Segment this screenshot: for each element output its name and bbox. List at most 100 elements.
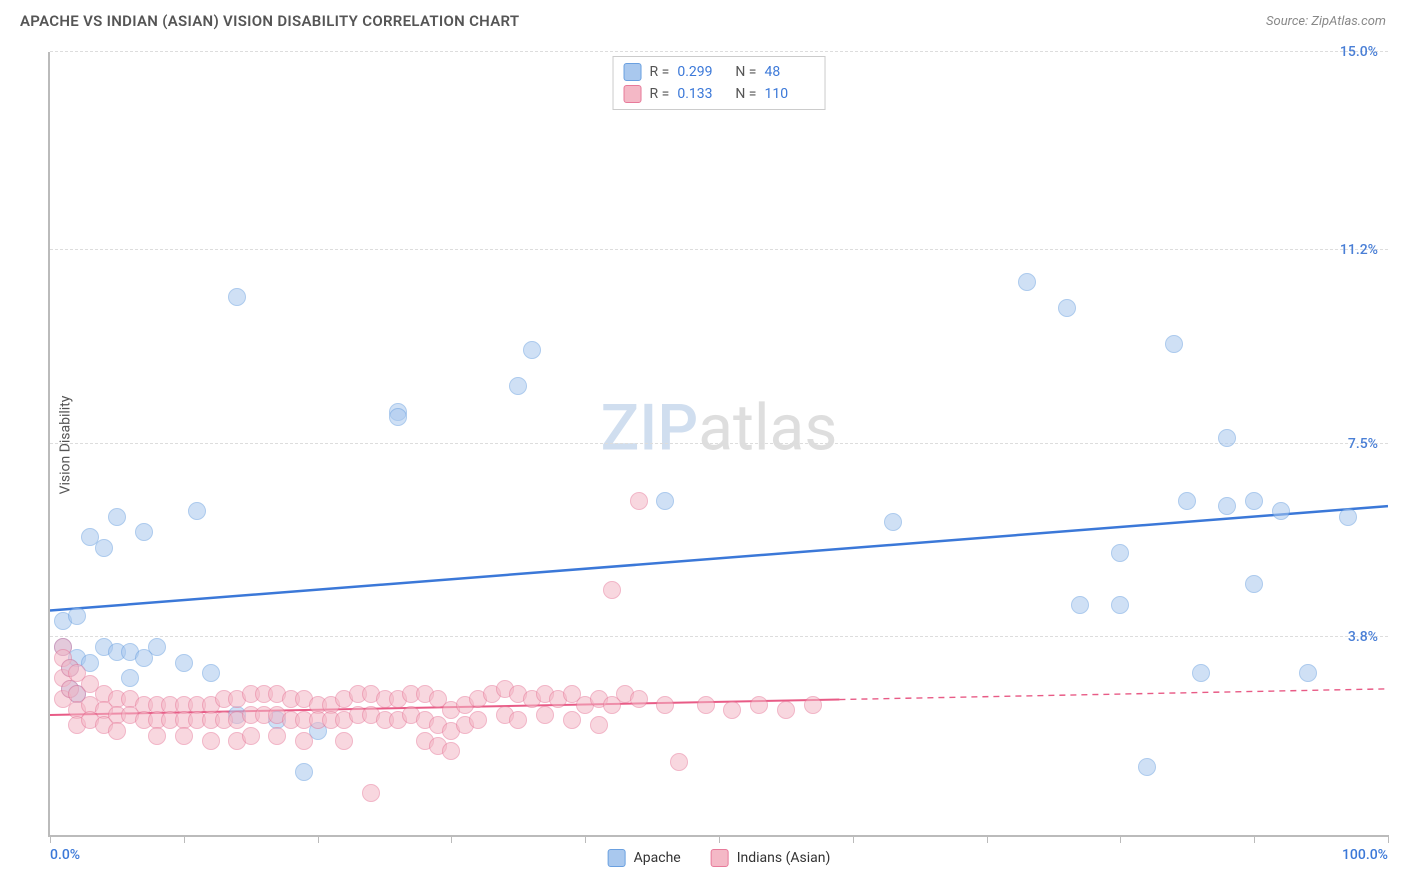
- r-label: R =: [650, 64, 670, 80]
- scatter-point: [1071, 596, 1089, 614]
- scatter-point: [1218, 497, 1236, 515]
- scatter-point: [697, 696, 715, 714]
- legend-item-apache: Apache: [608, 849, 681, 867]
- scatter-point: [68, 607, 86, 625]
- scatter-point: [884, 513, 902, 531]
- swatch-apache: [608, 849, 626, 867]
- n-value-apache: 48: [764, 64, 814, 80]
- x-tick: [987, 835, 988, 843]
- scatter-point: [1245, 492, 1263, 510]
- x-tick: [1120, 835, 1121, 843]
- scatter-point: [148, 638, 166, 656]
- swatch-apache: [624, 63, 642, 81]
- legend-label-indians: Indians (Asian): [737, 850, 831, 866]
- stats-legend: R = 0.299 N = 48 R = 0.133 N = 110: [613, 56, 826, 110]
- x-tick: [451, 835, 452, 843]
- scatter-point: [95, 539, 113, 557]
- grid-line: [50, 636, 1388, 637]
- x-label-min: 0.0%: [50, 847, 80, 863]
- scatter-point: [442, 742, 460, 760]
- scatter-point: [1339, 508, 1357, 526]
- chart-container: Vision Disability ZIPatlas R = 0.299 N =…: [48, 52, 1388, 837]
- y-tick-label: 3.8%: [1348, 629, 1378, 645]
- scatter-point: [804, 696, 822, 714]
- scatter-point: [295, 732, 313, 750]
- scatter-point: [1138, 758, 1156, 776]
- scatter-point: [509, 377, 527, 395]
- scatter-point: [389, 408, 407, 426]
- scatter-point: [295, 763, 313, 781]
- grid-line: [50, 51, 1388, 52]
- scatter-point: [590, 716, 608, 734]
- scatter-point: [175, 727, 193, 745]
- scatter-point: [723, 701, 741, 719]
- x-tick: [318, 835, 319, 843]
- scatter-point: [469, 711, 487, 729]
- r-value-apache: 0.299: [677, 64, 727, 80]
- scatter-point: [108, 508, 126, 526]
- scatter-point: [242, 727, 260, 745]
- scatter-point: [509, 711, 527, 729]
- x-tick: [184, 835, 185, 843]
- scatter-point: [536, 706, 554, 724]
- n-label: N =: [735, 64, 756, 80]
- scatter-point: [202, 664, 220, 682]
- scatter-point: [1178, 492, 1196, 510]
- watermark: ZIPatlas: [601, 390, 838, 465]
- scatter-point: [656, 492, 674, 510]
- plot-area: ZIPatlas R = 0.299 N = 48 R = 0.133 N = …: [48, 52, 1388, 837]
- y-tick-label: 11.2%: [1340, 242, 1378, 258]
- scatter-point: [630, 492, 648, 510]
- x-tick: [1388, 835, 1389, 843]
- x-label-max: 100.0%: [1342, 847, 1388, 863]
- stats-legend-row-apache: R = 0.299 N = 48: [624, 61, 815, 83]
- grid-line: [50, 249, 1388, 250]
- scatter-point: [1245, 575, 1263, 593]
- legend-label-apache: Apache: [634, 850, 681, 866]
- series-legend: Apache Indians (Asian): [608, 849, 831, 867]
- scatter-point: [202, 732, 220, 750]
- grid-line: [50, 443, 1388, 444]
- r-label: R =: [650, 86, 670, 102]
- scatter-point: [1018, 273, 1036, 291]
- scatter-point: [1218, 429, 1236, 447]
- scatter-point: [175, 654, 193, 672]
- scatter-point: [1111, 544, 1129, 562]
- swatch-indians: [711, 849, 729, 867]
- scatter-point: [188, 502, 206, 520]
- scatter-point: [1272, 502, 1290, 520]
- x-tick: [1254, 835, 1255, 843]
- x-tick: [50, 835, 51, 843]
- scatter-point: [108, 722, 126, 740]
- source-label: Source: ZipAtlas.com: [1266, 14, 1386, 29]
- n-value-indians: 110: [764, 86, 814, 102]
- chart-title: APACHE VS INDIAN (ASIAN) VISION DISABILI…: [20, 12, 519, 30]
- scatter-point: [750, 696, 768, 714]
- scatter-point: [1058, 299, 1076, 317]
- scatter-point: [148, 727, 166, 745]
- scatter-point: [135, 523, 153, 541]
- x-tick: [585, 835, 586, 843]
- r-value-indians: 0.133: [677, 86, 727, 102]
- scatter-point: [228, 288, 246, 306]
- scatter-point: [362, 784, 380, 802]
- scatter-point: [523, 341, 541, 359]
- scatter-point: [1111, 596, 1129, 614]
- scatter-point: [335, 732, 353, 750]
- scatter-point: [1165, 335, 1183, 353]
- swatch-indians: [624, 85, 642, 103]
- scatter-point: [777, 701, 795, 719]
- x-tick: [853, 835, 854, 843]
- scatter-point: [603, 581, 621, 599]
- x-tick: [719, 835, 720, 843]
- scatter-point: [121, 669, 139, 687]
- scatter-point: [656, 696, 674, 714]
- y-tick-label: 15.0%: [1340, 44, 1378, 60]
- scatter-point: [630, 690, 648, 708]
- legend-item-indians: Indians (Asian): [711, 849, 831, 867]
- scatter-point: [1299, 664, 1317, 682]
- scatter-point: [670, 753, 688, 771]
- scatter-point: [268, 727, 286, 745]
- n-label: N =: [735, 86, 756, 102]
- y-tick-label: 7.5%: [1348, 436, 1378, 452]
